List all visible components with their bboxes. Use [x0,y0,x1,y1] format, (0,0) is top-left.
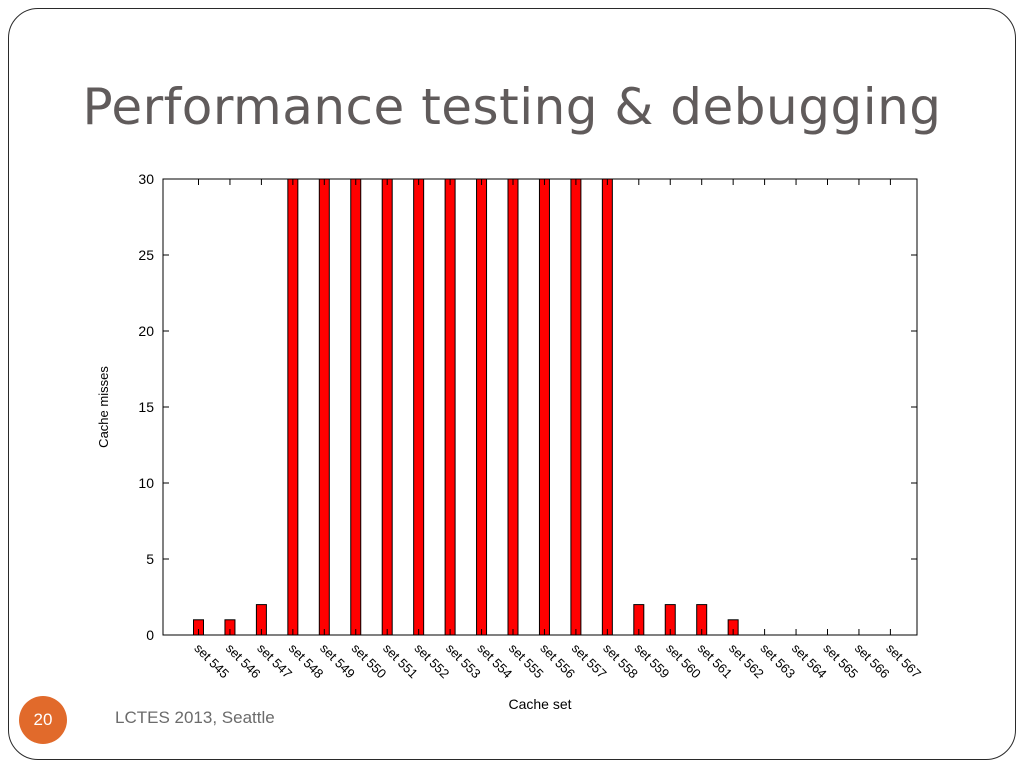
bar [507,178,519,636]
bar [570,178,582,636]
bar [287,178,299,636]
bar [381,178,393,636]
y-tick-label: 0 [146,627,154,643]
page-number-badge: 20 [19,696,67,744]
bar [601,178,613,636]
y-tick-label: 5 [146,551,154,567]
x-tick-label: set 567 [883,641,924,682]
bar [413,178,425,636]
y-tick-label: 20 [138,323,154,339]
y-axis-label: Cache misses [96,366,111,448]
y-tick-label: 10 [138,475,154,491]
x-axis-label: Cache set [508,696,571,712]
y-tick-label: 15 [138,399,154,415]
bar [350,178,362,636]
slide-title: Performance testing & debugging [82,78,942,136]
bar [318,178,330,636]
y-tick-label: 25 [138,247,154,263]
bar [538,178,550,636]
bar [444,178,456,636]
bar [476,178,488,636]
footer-text: LCTES 2013, Seattle [115,708,275,727]
y-tick-label: 30 [138,171,154,187]
